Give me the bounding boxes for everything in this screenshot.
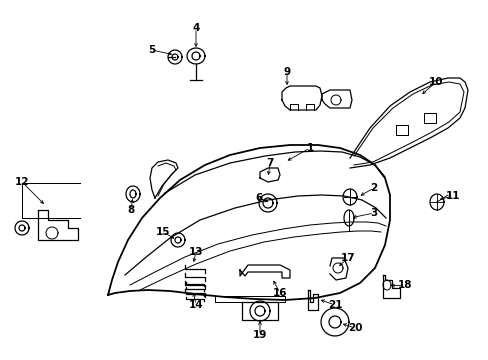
Text: 10: 10 — [428, 77, 442, 87]
Polygon shape — [329, 258, 347, 280]
Text: 21: 21 — [327, 300, 342, 310]
Text: 16: 16 — [272, 288, 286, 298]
Text: 4: 4 — [192, 23, 199, 33]
Text: 2: 2 — [369, 183, 377, 193]
Polygon shape — [260, 168, 280, 182]
Text: 13: 13 — [188, 247, 203, 257]
Text: 5: 5 — [148, 45, 155, 55]
Text: 3: 3 — [369, 208, 377, 218]
Polygon shape — [349, 78, 467, 168]
Text: 20: 20 — [347, 323, 362, 333]
Text: 19: 19 — [252, 330, 266, 340]
Polygon shape — [321, 90, 351, 108]
Text: 8: 8 — [127, 205, 134, 215]
Text: 6: 6 — [255, 193, 262, 203]
Polygon shape — [240, 265, 289, 278]
Text: 17: 17 — [340, 253, 355, 263]
Text: 1: 1 — [306, 143, 313, 153]
Text: 18: 18 — [397, 280, 411, 290]
Text: 11: 11 — [445, 191, 459, 201]
Text: 9: 9 — [283, 67, 290, 77]
Text: 7: 7 — [266, 158, 273, 168]
Text: 12: 12 — [15, 177, 29, 187]
Text: 14: 14 — [188, 300, 203, 310]
Text: 15: 15 — [156, 227, 170, 237]
